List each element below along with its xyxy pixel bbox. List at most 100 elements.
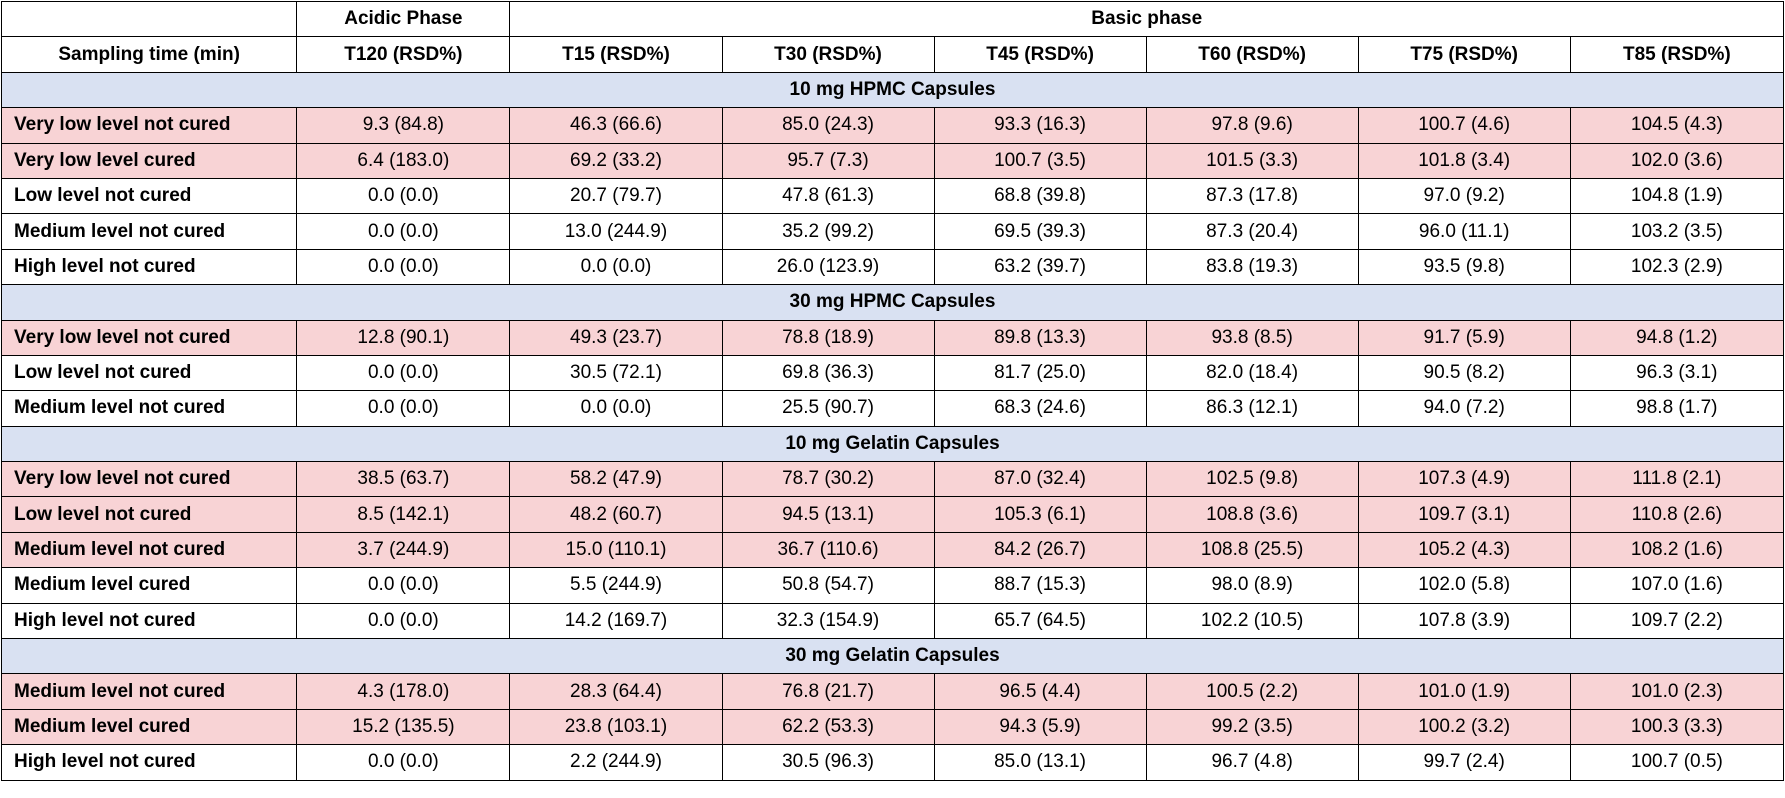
- value-cell: 110.8 (2.6): [1569, 496, 1785, 533]
- value-cell: 23.8 (103.1): [509, 708, 723, 746]
- section-title: 10 mg HPMC Capsules: [1, 71, 1784, 109]
- value-cell: 109.7 (3.1): [1357, 496, 1571, 533]
- value-cell: 94.0 (7.2): [1357, 390, 1571, 427]
- table-row: High level not cured 0.0 (0.0) 2.2 (244.9)…: [0, 744, 1785, 781]
- value-cell: 35.2 (99.2): [721, 213, 935, 250]
- value-cell: 69.2 (33.2): [509, 142, 723, 179]
- value-cell: 0.0 (0.0): [296, 354, 511, 392]
- value-cell: 96.0 (11.1): [1357, 213, 1571, 250]
- value-cell: 102.2 (10.5): [1145, 602, 1359, 640]
- value-cell: 97.8 (9.6): [1145, 107, 1359, 144]
- value-cell: 104.5 (4.3): [1569, 107, 1785, 144]
- table-header: Acidic Phase Basic phase Sampling time (…: [0, 0, 1785, 73]
- value-cell: 103.2 (3.5): [1569, 213, 1785, 250]
- value-cell: 0.0 (0.0): [296, 390, 511, 427]
- table-row: Medium level cured 0.0 (0.0) 5.5 (244.9) 50…: [0, 567, 1785, 604]
- row-label: Medium level cured: [0, 567, 298, 604]
- value-cell: 108.8 (25.5): [1145, 531, 1359, 569]
- value-cell: 32.3 (154.9): [721, 602, 935, 640]
- value-cell: 14.2 (169.7): [509, 602, 723, 640]
- table-row: Very low level not cured 9.3 (84.8) 46.3 (…: [0, 107, 1785, 144]
- column-header-t85: T85 (RSD%): [1569, 36, 1785, 73]
- value-cell: 93.5 (9.8): [1357, 248, 1571, 286]
- value-cell: 5.5 (244.9): [509, 567, 723, 604]
- value-cell: 15.0 (110.1): [509, 531, 723, 569]
- value-cell: 0.0 (0.0): [296, 248, 511, 286]
- value-cell: 91.7 (5.9): [1357, 319, 1571, 356]
- value-cell: 46.3 (66.6): [509, 107, 723, 144]
- row-label: Medium level not cured: [0, 673, 298, 710]
- value-cell: 111.8 (2.1): [1569, 461, 1785, 498]
- row-label: Medium level cured: [0, 708, 298, 746]
- value-cell: 38.5 (63.7): [296, 461, 511, 498]
- value-cell: 102.3 (2.9): [1569, 248, 1785, 286]
- value-cell: 101.5 (3.3): [1145, 142, 1359, 179]
- value-cell: 8.5 (142.1): [296, 496, 511, 533]
- value-cell: 100.7 (3.5): [933, 142, 1147, 179]
- row-label: Medium level not cured: [0, 531, 298, 569]
- value-cell: 47.8 (61.3): [721, 177, 935, 215]
- value-cell: 68.3 (24.6): [933, 390, 1147, 427]
- table-row: Very low level not cured 12.8 (90.1) 49.3 …: [0, 319, 1785, 356]
- table-row: High level not cured 0.0 (0.0) 0.0 (0.0) 26…: [0, 248, 1785, 286]
- value-cell: 28.3 (64.4): [509, 673, 723, 710]
- value-cell: 100.2 (3.2): [1357, 708, 1571, 746]
- value-cell: 96.5 (4.4): [933, 673, 1147, 710]
- value-cell: 0.0 (0.0): [509, 390, 723, 427]
- value-cell: 49.3 (23.7): [509, 319, 723, 356]
- section-title: 30 mg HPMC Capsules: [1, 284, 1784, 321]
- row-label: Low level not cured: [0, 177, 298, 215]
- value-cell: 96.7 (4.8): [1145, 744, 1359, 781]
- section-header-row: 30 mg Gelatin Capsules: [1, 638, 1784, 675]
- value-cell: 68.8 (39.8): [933, 177, 1147, 215]
- section-title: 30 mg Gelatin Capsules: [1, 638, 1784, 675]
- value-cell: 102.0 (5.8): [1357, 567, 1571, 604]
- table-row: Very low level cured 6.4 (183.0) 69.2 (33.…: [0, 142, 1785, 179]
- value-cell: 30.5 (96.3): [721, 744, 935, 781]
- value-cell: 94.8 (1.2): [1569, 319, 1785, 356]
- value-cell: 85.0 (24.3): [721, 107, 935, 144]
- value-cell: 20.7 (79.7): [509, 177, 723, 215]
- value-cell: 99.7 (2.4): [1357, 744, 1571, 781]
- value-cell: 107.3 (4.9): [1357, 461, 1571, 498]
- column-header-t30: T30 (RSD%): [721, 36, 935, 73]
- value-cell: 76.8 (21.7): [721, 673, 935, 710]
- dissolution-table: Acidic Phase Basic phase Sampling time (…: [0, 0, 1785, 781]
- value-cell: 95.7 (7.3): [721, 142, 935, 179]
- value-cell: 101.0 (1.9): [1357, 673, 1571, 710]
- value-cell: 15.2 (135.5): [296, 708, 511, 746]
- row-label: Medium level not cured: [0, 390, 298, 427]
- value-cell: 0.0 (0.0): [509, 248, 723, 286]
- table-row: Low level not cured 8.5 (142.1) 48.2 (60.7…: [0, 496, 1785, 533]
- table-row: Medium level cured 15.2 (135.5) 23.8 (103.…: [0, 708, 1785, 746]
- table-row: Medium level not cured 0.0 (0.0) 13.0 (244…: [0, 213, 1785, 250]
- row-label: High level not cured: [0, 602, 298, 640]
- value-cell: 94.5 (13.1): [721, 496, 935, 533]
- table-row: Low level not cured 0.0 (0.0) 20.7 (79.7) 4…: [0, 177, 1785, 215]
- value-cell: 100.7 (4.6): [1357, 107, 1571, 144]
- table-body: 10 mg HPMC Capsules Very low level not cu…: [0, 71, 1785, 781]
- column-header-t60: T60 (RSD%): [1145, 36, 1359, 73]
- value-cell: 85.0 (13.1): [933, 744, 1147, 781]
- value-cell: 88.7 (15.3): [933, 567, 1147, 604]
- value-cell: 108.8 (3.6): [1145, 496, 1359, 533]
- value-cell: 105.3 (6.1): [933, 496, 1147, 533]
- phase-header-row: Acidic Phase Basic phase: [0, 0, 1784, 38]
- value-cell: 104.8 (1.9): [1569, 177, 1785, 215]
- value-cell: 105.2 (4.3): [1357, 531, 1571, 569]
- value-cell: 62.2 (53.3): [721, 708, 935, 746]
- row-label: High level not cured: [0, 744, 298, 781]
- value-cell: 94.3 (5.9): [933, 708, 1147, 746]
- table-row: Low level not cured 0.0 (0.0) 30.5 (72.1) 6…: [0, 354, 1785, 392]
- value-cell: 107.8 (3.9): [1357, 602, 1571, 640]
- sampling-time-header: Sampling time (min): [0, 36, 298, 73]
- value-cell: 101.8 (3.4): [1357, 142, 1571, 179]
- value-cell: 102.5 (9.8): [1145, 461, 1359, 498]
- value-cell: 86.3 (12.1): [1145, 390, 1359, 427]
- basic-phase-header: Basic phase: [509, 0, 1784, 38]
- value-cell: 25.5 (90.7): [721, 390, 935, 427]
- acidic-phase-header: Acidic Phase: [296, 0, 511, 38]
- value-cell: 83.8 (19.3): [1145, 248, 1359, 286]
- phase-blank-cell: [0, 0, 298, 38]
- table-row: Medium level not cured 4.3 (178.0) 28.3 (6…: [0, 673, 1785, 710]
